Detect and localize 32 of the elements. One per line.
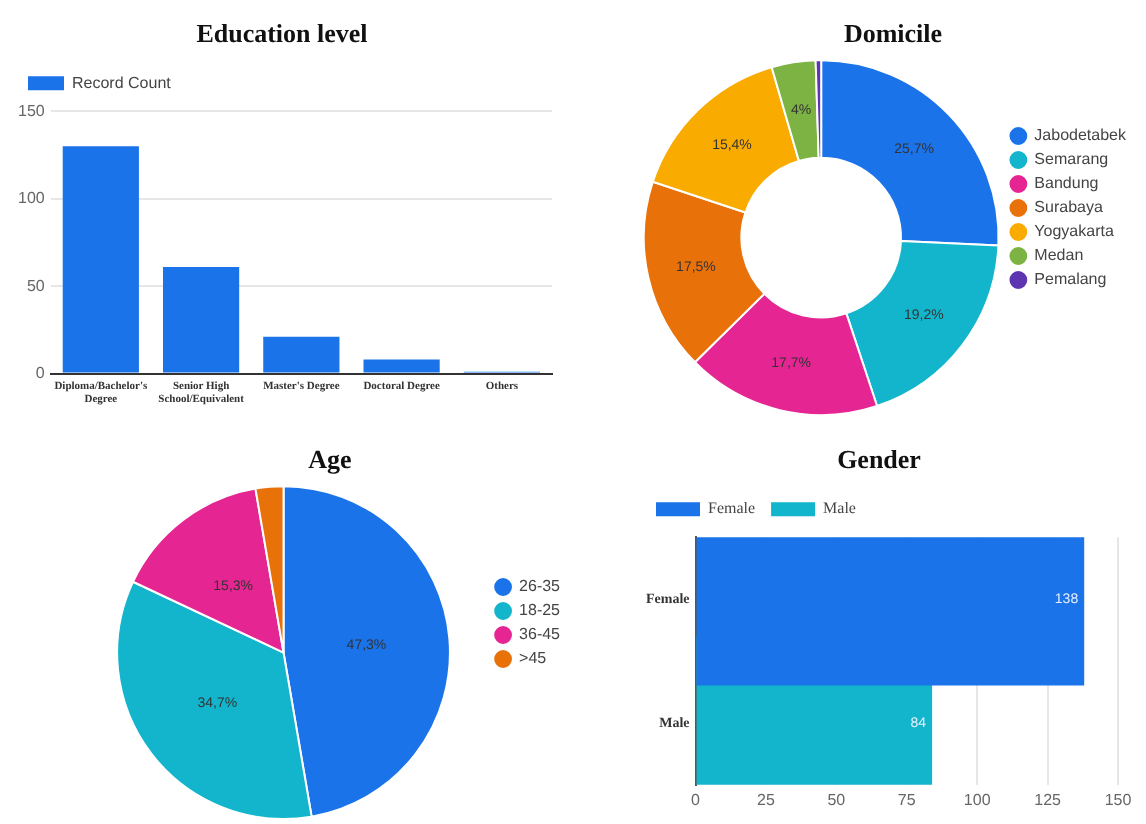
chart-title: Age [308,444,353,475]
x-tick-label: 125 [1034,790,1063,809]
bar [363,359,440,373]
chart-title: Education level [196,18,369,49]
legend-label: Semarang [1034,150,1109,169]
legend-label: Medan [1034,246,1084,265]
legend-label: 18-25 [519,601,562,620]
legend-label: Pemalang [1034,270,1107,289]
chart-title: Domicile [843,18,943,49]
y-tick-label: 150 [17,101,46,120]
y-tick-label: 100 [17,189,46,208]
x-tick-label: 150 [1104,790,1133,809]
legend-label: Male [823,499,857,518]
bar [263,336,340,373]
x-tick-label: 75 [897,790,917,809]
legend-label: Jabodetabek [1034,126,1128,145]
legend-label: 36-45 [519,625,562,644]
legend-label: Record Count [72,73,173,92]
y-tick-label: 50 [26,276,46,295]
legend-label: Female [708,499,756,518]
legend-label: Surabaya [1034,198,1104,217]
bar [162,266,240,373]
x-tick-label: 25 [757,790,776,809]
x-tick-label: 0 [691,790,702,809]
chart-title: Gender [837,444,922,475]
legend-label: >45 [519,649,548,668]
x-tick-label: 50 [827,790,847,809]
bar [62,146,139,373]
legend-label: Bandung [1034,174,1099,193]
x-tick-label: 100 [963,790,992,809]
legend-label: 26-35 [519,577,562,596]
legend-label: Yogyakarta [1034,222,1115,241]
